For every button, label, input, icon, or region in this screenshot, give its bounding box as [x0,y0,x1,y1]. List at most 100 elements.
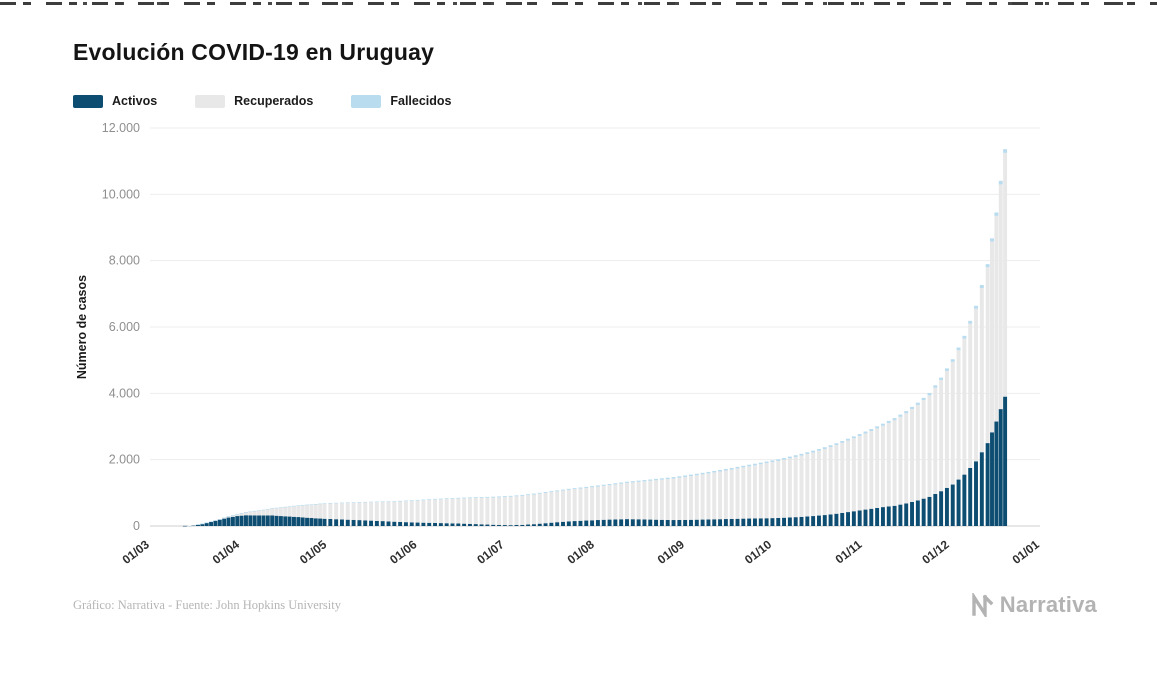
bar-fallecidos [462,497,467,499]
bar-fallecidos [392,501,397,502]
y-tick-label: 8.000 [109,254,140,268]
y-tick-label: 10.000 [102,187,140,201]
bar-activos [898,504,903,526]
bar-recuperados [828,447,833,515]
bar-fallecidos [706,471,711,474]
bar-fallecidos [549,491,554,493]
legend-label-fallecidos: Fallecidos [390,94,452,108]
bar-recuperados [318,504,323,519]
bar-activos [729,518,734,526]
bar-recuperados [351,502,356,520]
bar-recuperados [339,503,344,520]
bar-recuperados [998,184,1003,410]
bar-activos [357,520,362,526]
bar-activos [834,513,839,526]
x-tick-label: 01/06 [387,537,420,567]
bar-recuperados [619,483,624,520]
x-tick-label: 01/05 [297,537,330,567]
bar-recuperados [875,428,880,508]
bar-activos [764,518,769,526]
x-tick-label: 01/07 [474,537,507,567]
bar-activos [270,515,275,526]
bar-recuperados [278,507,283,517]
x-tick-label: 01/09 [655,537,688,567]
bar-fallecidos [270,508,275,509]
bar-recuperados [846,440,851,513]
chart-footer: Gráfico: Narrativa - Fuente: John Hopkin… [0,592,1157,618]
bar-fallecidos [491,496,496,498]
bar-fallecidos [840,441,845,443]
bar-fallecidos [502,496,507,498]
bar-recuperados [473,498,478,525]
bar-activos [840,512,845,526]
bar-fallecidos [537,492,542,494]
bar-fallecidos [694,473,699,476]
bar-activos [230,516,235,526]
bar-fallecidos [508,495,513,497]
bar-recuperados [950,361,955,485]
bar-recuperados [851,438,856,512]
bar-recuperados [537,493,542,524]
bar-activos [758,518,763,526]
bar-activos [694,519,699,526]
bar-recuperados [549,492,554,523]
bar-recuperados [886,422,891,507]
bar-activos [322,518,327,526]
bar-recuperados [636,481,641,520]
bar-recuperados [409,500,414,523]
bar-activos [438,523,443,526]
bar-activos [939,491,944,526]
bar-activos [706,519,711,526]
legend-item-recuperados: Recuperados [195,94,313,108]
bar-activos [433,522,438,526]
bar-recuperados [793,456,798,518]
bar-fallecidos [531,493,536,495]
bar-recuperados [613,484,618,520]
bar-activos [450,523,455,526]
bar-recuperados [427,499,432,523]
bar-recuperados [729,469,734,519]
bar-recuperados [799,455,804,517]
bar-activos [630,519,635,526]
bar-activos [328,518,333,526]
bar-fallecidos [427,499,432,500]
bar-recuperados [595,486,600,521]
bar-fallecidos [601,484,606,486]
bar-activos [601,519,606,526]
bar-fallecidos [313,503,318,505]
bar-fallecidos [915,402,920,405]
bar-recuperados [191,525,196,526]
bar-fallecidos [642,480,647,482]
bar-recuperados [566,489,571,522]
bar-fallecidos [764,461,769,464]
bar-fallecidos [292,505,296,507]
bar-recuperados [328,503,333,519]
bar-recuperados [782,459,787,518]
y-tick-label: 12.000 [102,121,140,135]
bar-activos [296,517,301,526]
bar-activos [990,432,994,526]
bar-fallecidos [671,477,676,479]
bar-recuperados [270,508,275,516]
bar-activos [508,525,513,526]
bar-fallecidos [222,517,227,519]
bar-fallecidos [248,511,253,513]
bar-activos [283,516,288,526]
bar-activos [590,520,595,526]
bar-fallecidos [526,494,531,496]
bar-activos [462,523,467,526]
bar-activos [444,523,449,526]
bar-activos [741,518,746,526]
bar-fallecidos [287,506,292,507]
bar-fallecidos [712,470,717,473]
bar-fallecidos [910,406,914,410]
legend-item-fallecidos: Fallecidos [351,94,452,108]
bar-fallecidos [747,464,752,467]
bar-recuperados [718,471,723,520]
bar-fallecidos [782,457,787,460]
bar-activos [561,521,565,526]
bar-recuperados [334,503,339,520]
bar-activos [248,515,253,526]
bar-recuperados [392,501,397,522]
bar-fallecidos [467,497,472,499]
